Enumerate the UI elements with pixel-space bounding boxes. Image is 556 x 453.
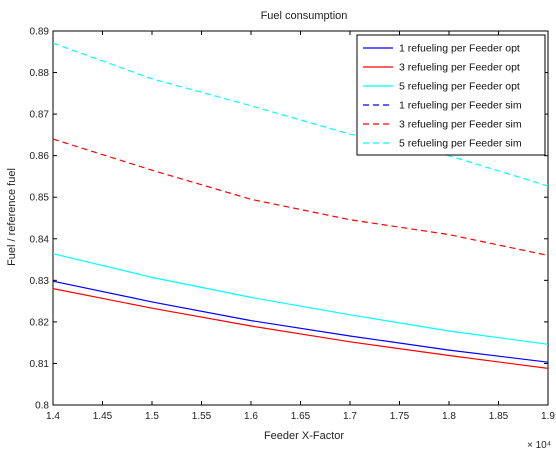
legend-entry-2: 3 refueling per Feeder opt (399, 62, 520, 74)
y-tick-label: 0.89 (30, 27, 50, 38)
y-tick-label: 0.87 (30, 110, 50, 121)
series-line-5 (52, 138, 549, 256)
y-tick-label: 0.88 (30, 68, 50, 79)
x-tick-label: 1.4 (46, 411, 60, 422)
y-tick-label: 0.84 (30, 234, 50, 245)
x-tick-label: 1.7 (343, 411, 357, 422)
legend-entry-1: 1 refueling per Feeder opt (399, 43, 520, 55)
x-axis-label: Feeder X-Factor (264, 430, 344, 442)
chart-title: Fuel consumption (261, 10, 348, 22)
x-tick-label: 1.65 (291, 411, 311, 422)
x-multiplier: × 10⁴ (527, 440, 551, 451)
legend-entry-4: 1 refueling per Feeder sim (399, 100, 522, 112)
y-tick-label: 0.81 (30, 359, 50, 370)
legend-entry-3: 5 refueling per Feeder opt (399, 81, 520, 93)
x-tick-label: 1.85 (489, 411, 509, 422)
x-tick-label: 1.55 (192, 411, 212, 422)
y-tick-label: 0.83 (30, 276, 50, 287)
x-tick-label: 1.9 (541, 411, 555, 422)
y-tick-label: 0.8 (35, 401, 49, 412)
series-line-2 (52, 288, 549, 369)
x-tick-label: 1.5 (145, 411, 159, 422)
y-tick-label: 0.82 (30, 317, 50, 328)
series-line-3 (52, 253, 549, 345)
x-tick-label: 1.6 (244, 411, 258, 422)
x-tick-label: 1.75 (390, 411, 410, 422)
x-tick-label: 1.8 (442, 411, 456, 422)
legend-box (356, 34, 546, 156)
y-tick-label: 0.86 (30, 151, 50, 162)
legend-entry-6: 5 refueling per Feeder sim (399, 138, 522, 150)
series-line-1 (52, 280, 549, 363)
legend-entry-5: 3 refueling per Feeder sim (399, 119, 522, 131)
y-axis-label: Fuel / reference fuel (6, 168, 18, 266)
x-tick-label: 1.45 (93, 411, 113, 422)
y-tick-label: 0.85 (30, 193, 50, 204)
legend: 1 refueling per Feeder opt 3 refueling pe… (356, 34, 546, 156)
